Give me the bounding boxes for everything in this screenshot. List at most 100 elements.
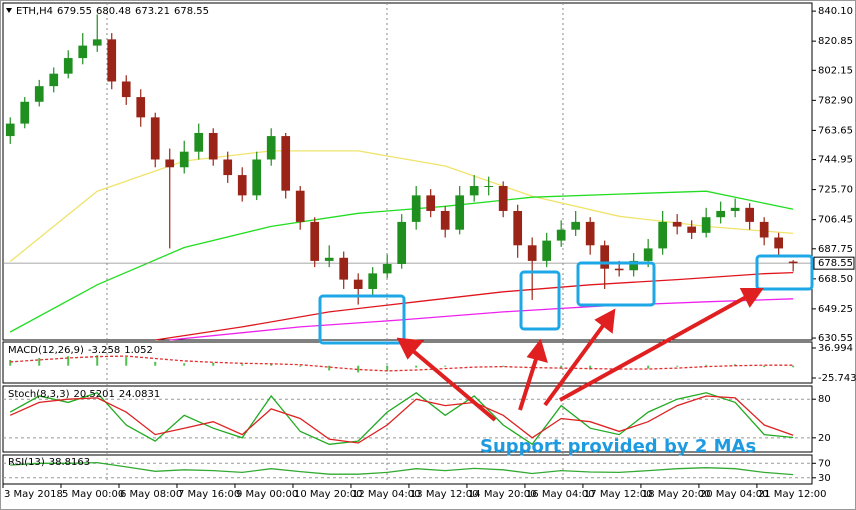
menu-icon (6, 8, 12, 13)
histogram-bar (241, 364, 244, 366)
candle-body (556, 229, 566, 241)
candle-body (310, 221, 320, 261)
candle-body (121, 81, 131, 98)
candle-body (643, 248, 653, 261)
price-label: 678.55 (818, 258, 853, 269)
candle-body (788, 261, 798, 264)
y-tick-label: 630.55 (818, 333, 853, 344)
y-tick-label: 840.10 (818, 6, 853, 17)
candle-body (759, 221, 769, 238)
indicator-value: 38.8163 (49, 457, 90, 468)
candle-body (426, 195, 436, 211)
candle-body (324, 257, 334, 261)
histogram-bar (38, 358, 41, 366)
x-tick-label: 7 May 16:00 (178, 489, 240, 500)
indicator-title: Stoch(8,3,3) (8, 389, 70, 400)
annotation: Support provided by 2 MAs (480, 436, 756, 457)
candle-body (63, 58, 73, 74)
histogram-bar (67, 356, 70, 366)
candle-body (614, 268, 624, 271)
arrow-head (526, 338, 548, 363)
candle-body (411, 195, 421, 222)
x-tick-label: 18 May 20:00 (642, 489, 711, 500)
close-value: 678.55 (174, 6, 209, 17)
histogram-bar (299, 365, 302, 367)
candle-body (455, 195, 465, 230)
support-box (519, 270, 561, 331)
series-line (9, 391, 794, 446)
x-tick-label: 20 May 04:00 (700, 489, 769, 500)
y-tick-label: 744.95 (818, 155, 853, 166)
y-tick-label: 802.15 (818, 65, 853, 76)
histogram-bar (96, 355, 99, 366)
histogram-bar (734, 364, 737, 366)
histogram-bar (328, 365, 331, 371)
histogram-bar (647, 365, 650, 369)
rsi-panel (2, 454, 813, 485)
arrow-head (396, 337, 425, 360)
candle-body (5, 123, 15, 137)
y-tick-label: 80 (818, 394, 831, 405)
series-line (10, 461, 794, 476)
y-tick-label: 36.994 (818, 343, 853, 354)
histogram-bar (183, 363, 186, 366)
candle-body (469, 186, 479, 196)
candle-body (658, 221, 668, 249)
candle-body (382, 264, 392, 274)
support-box (576, 261, 656, 307)
candle-body (179, 151, 189, 168)
series-line (10, 355, 794, 372)
low-value: 673.21 (135, 6, 170, 17)
arrow (543, 321, 607, 407)
histogram-bar (357, 365, 360, 373)
arrows (396, 288, 764, 422)
plot-layer: 840.10 820.85 802.15 782.90 763.65 744.95 725.… (2, 6, 856, 500)
y-tick-label: 649.25 (818, 304, 853, 315)
indicator-value: 24.0831 (119, 389, 160, 400)
symbol: ETH,H4 (16, 6, 53, 17)
candle-body (194, 132, 204, 152)
candle-body (585, 221, 595, 246)
y-tick-label: 70 (818, 458, 831, 469)
candle-body (484, 186, 494, 188)
x-tick-label: 16 May 04:00 (526, 489, 595, 500)
x-tick-label: 10 May 20:00 (294, 489, 363, 500)
candle-body (252, 159, 262, 196)
candle-body (339, 257, 349, 280)
histogram-bar (589, 365, 592, 370)
series-line (9, 395, 794, 444)
stoch-panel (2, 385, 813, 453)
y-tick-label: 820.85 (818, 36, 853, 47)
candle-body (281, 136, 291, 191)
candle-body (208, 132, 218, 160)
histogram-bar (9, 359, 12, 366)
candle-body (730, 207, 740, 211)
candle-body (701, 217, 711, 233)
histogram-bar (676, 365, 679, 367)
open-value: 679.55 (57, 6, 92, 17)
x-tick-label: 9 May 00:00 (236, 489, 298, 500)
y-tick-label: 706.45 (818, 215, 853, 226)
candle-body (571, 221, 581, 230)
support-box (755, 254, 814, 291)
y-tick-label: 725.70 (818, 185, 853, 196)
indicator-title: RSI(13) (8, 457, 45, 468)
histogram-bar (154, 361, 157, 366)
y-tick-label: 763.65 (818, 125, 853, 136)
macd-header: MACD(12,26,9) -3.258 1.052 (8, 345, 153, 356)
series-line (155, 271, 794, 341)
candle-body (223, 159, 233, 176)
stoch-header: Stoch(8,3,3) 20.5201 24.0831 (8, 389, 160, 400)
histogram-bar (763, 365, 766, 368)
x-tick-label: 6 May 08:00 (120, 489, 182, 500)
candle-body (78, 45, 88, 59)
indicator-value: 1.052 (124, 345, 153, 356)
candle-body (165, 159, 175, 168)
candle-body (150, 117, 160, 160)
candle-body (716, 210, 726, 218)
x-tick-label: 14 May 20:00 (468, 489, 537, 500)
candle-body (237, 175, 247, 196)
candle-body (745, 207, 755, 222)
